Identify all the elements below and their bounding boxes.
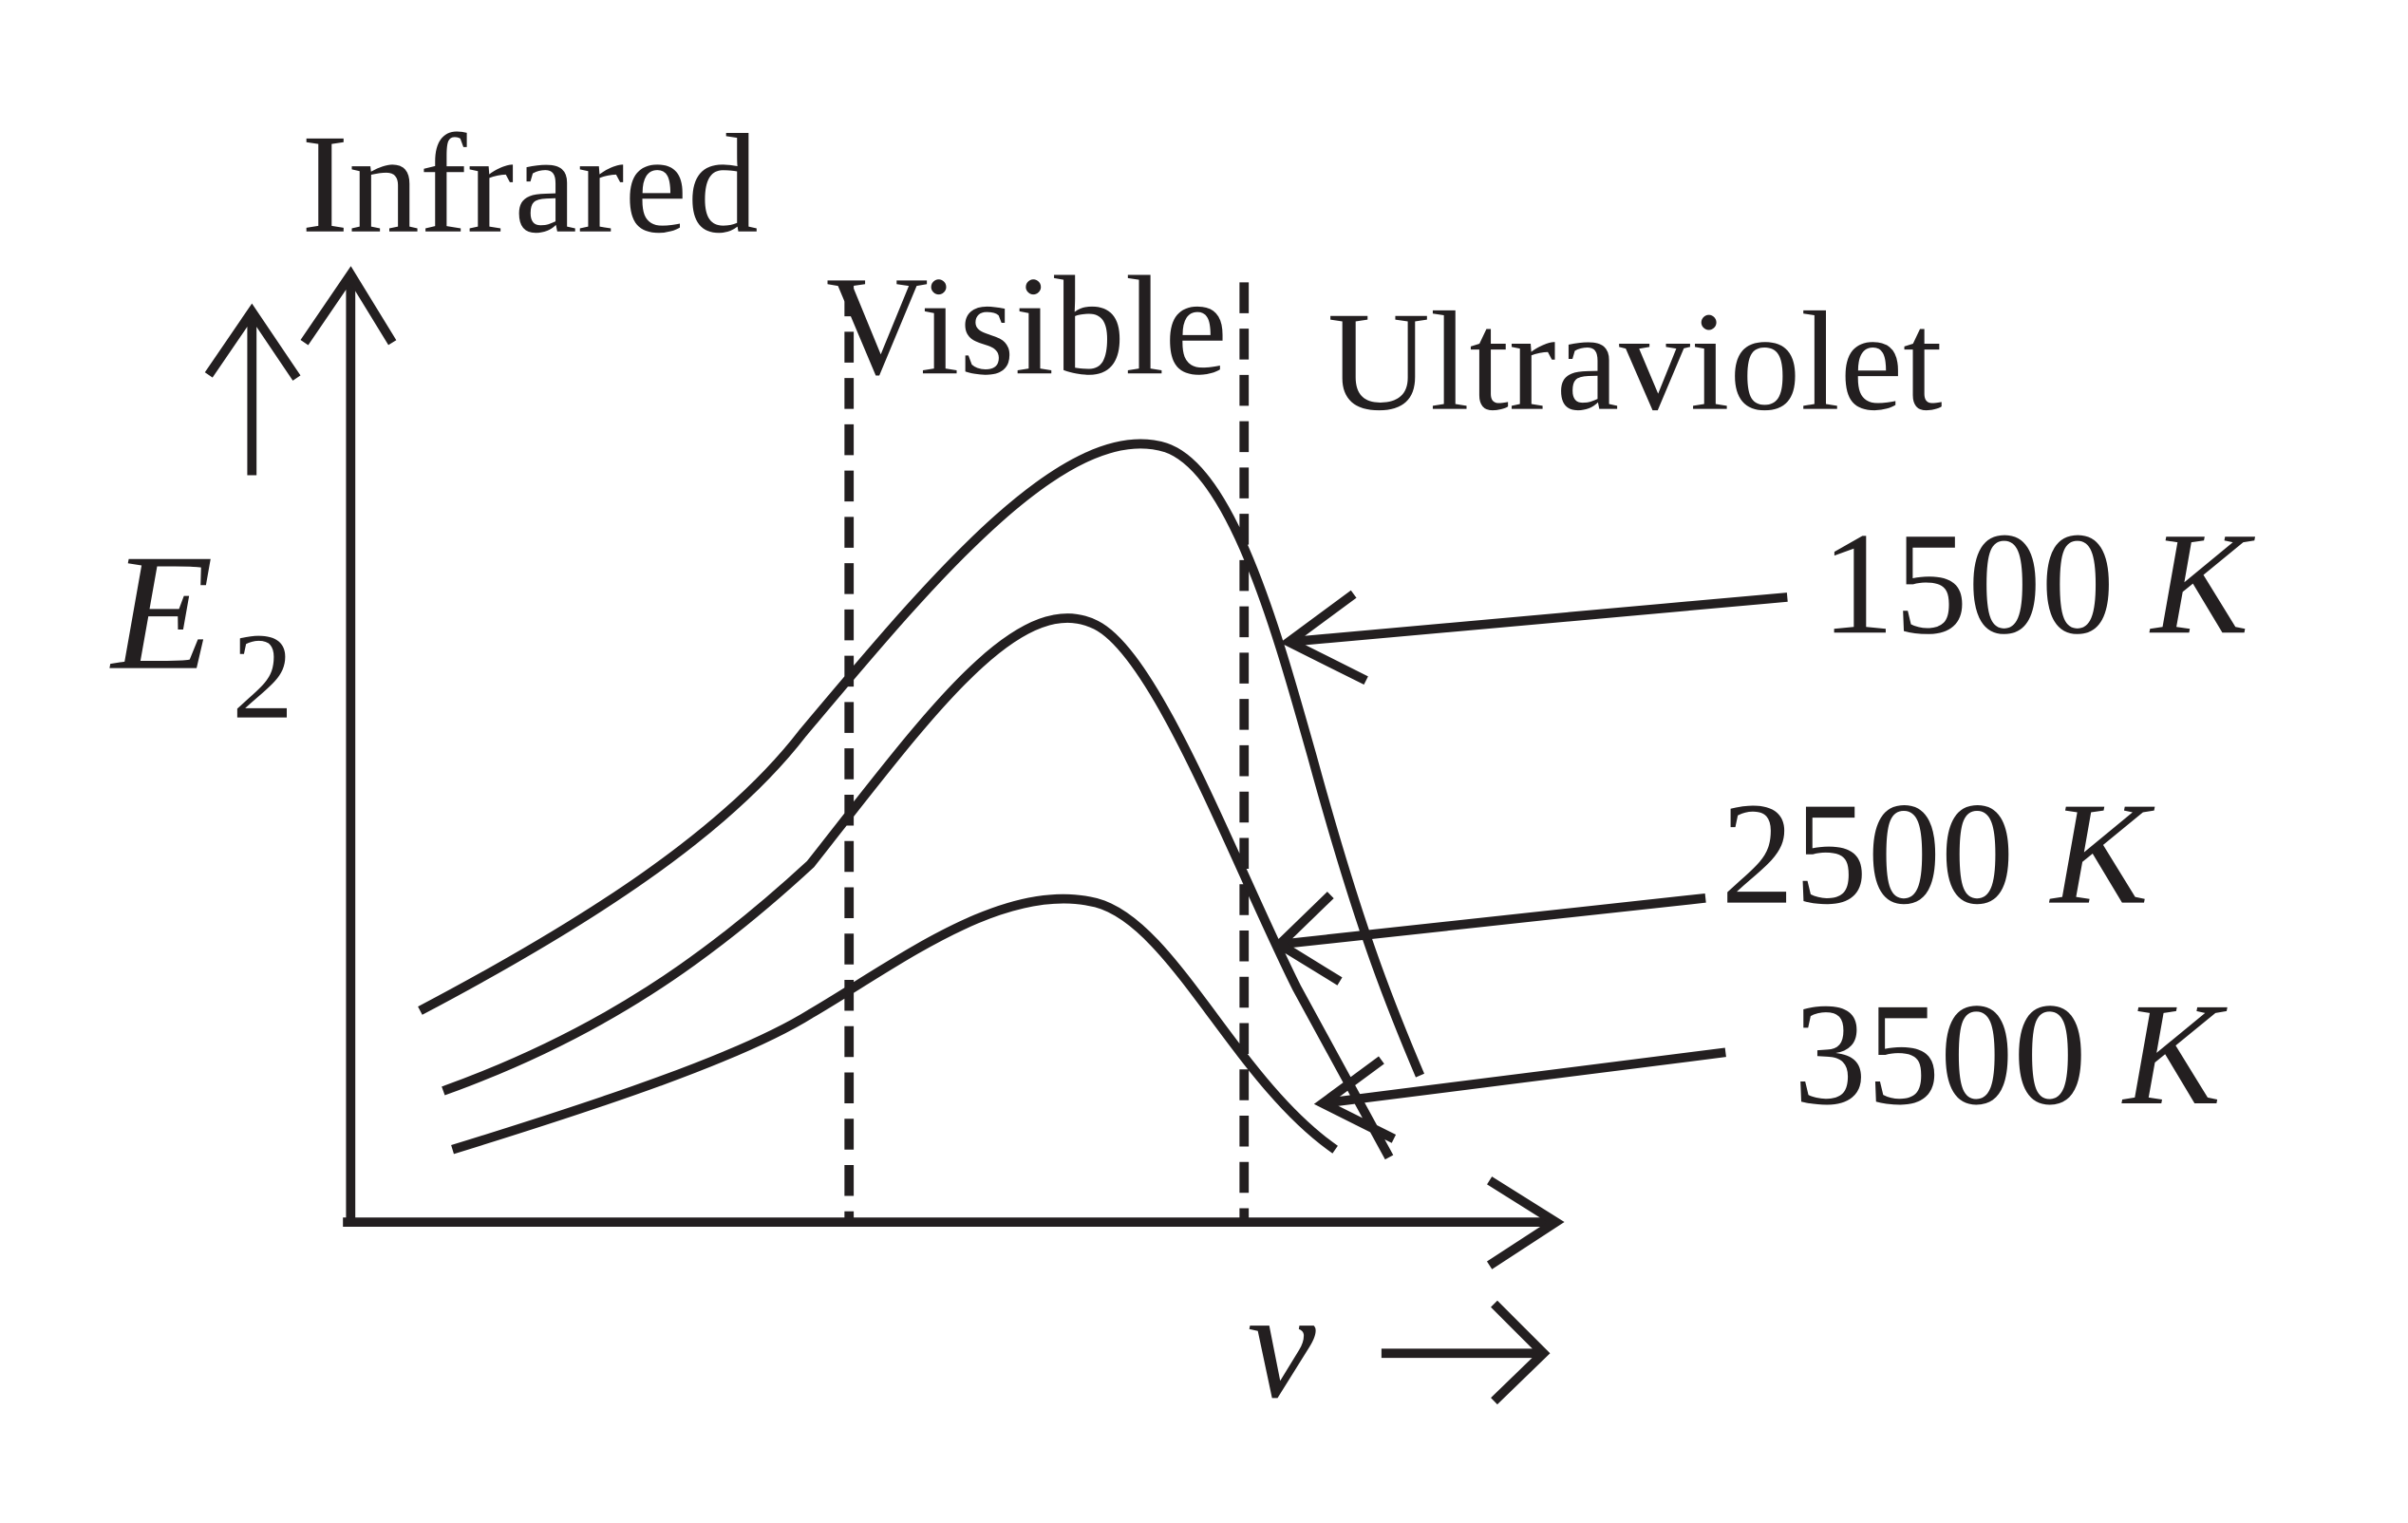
y-axis-subscript: 2: [232, 609, 293, 745]
x-axis-arrowhead: [1486, 1176, 1565, 1269]
curve-label: 3500 K: [1794, 973, 2228, 1136]
y-label-arrowhead: [204, 303, 301, 381]
curve: [451, 893, 1338, 1155]
pointer: [1279, 893, 1706, 950]
unit: K: [2121, 973, 2228, 1136]
curve-label: 2500 K: [1721, 773, 2154, 935]
y-axis-arrowhead: [300, 266, 397, 346]
pointer: [1271, 892, 1343, 986]
y-axis-label: E: [108, 520, 213, 705]
curve-label: 1500 K: [1821, 502, 2255, 665]
region-label: Infrared: [301, 106, 758, 263]
temperature: 1500: [1821, 502, 2115, 665]
x-axis-label: v: [1248, 1260, 1317, 1431]
pointer: [1322, 1047, 1726, 1108]
unit: K: [2149, 502, 2255, 665]
pointer-head: [1313, 1056, 1397, 1143]
temperature: 3500: [1794, 973, 2087, 1136]
temperature: 2500: [1721, 773, 2014, 935]
region-label: Ultraviolet: [1327, 284, 1943, 441]
curve: [418, 439, 1425, 1078]
unit: K: [2049, 773, 2155, 935]
region-label: Visible: [826, 248, 1228, 404]
curve: [442, 613, 1394, 1160]
pointer-head: [1280, 590, 1368, 686]
pointer: [1288, 592, 1788, 647]
x-label-arrowhead: [1491, 1300, 1551, 1405]
